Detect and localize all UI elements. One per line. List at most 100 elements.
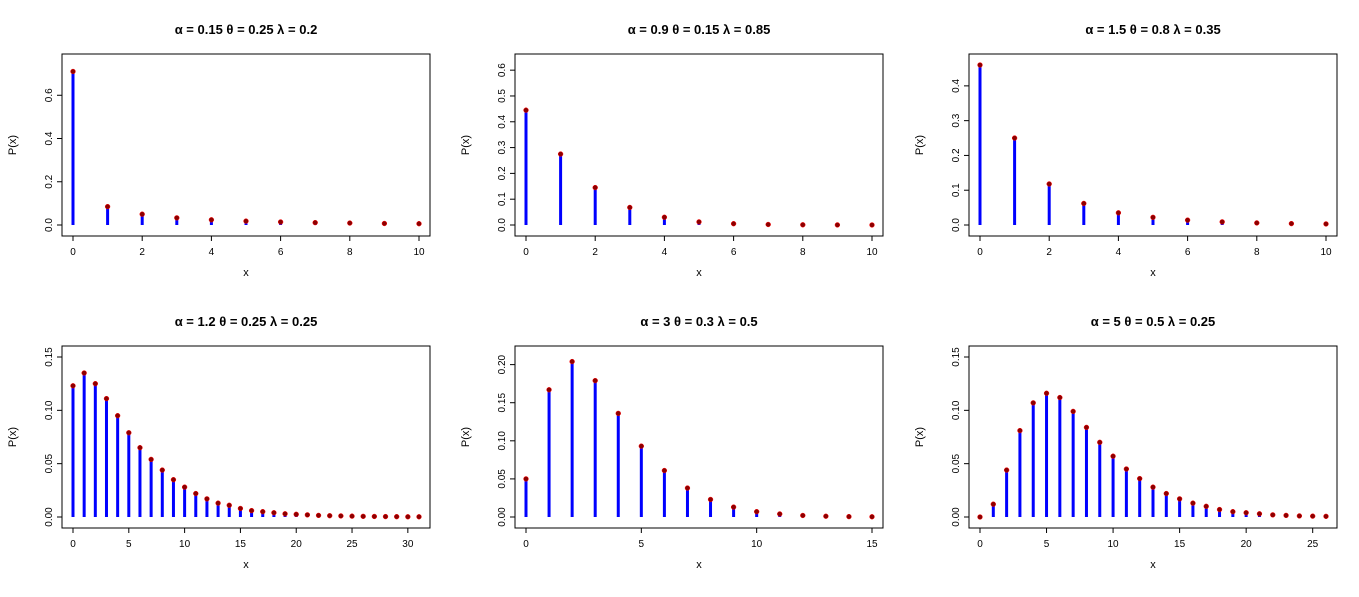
probability-point [148, 456, 154, 463]
y-axis-label: P(x) [7, 427, 19, 447]
x-tick-label: 0 [977, 247, 983, 258]
x-tick-label: 10 [413, 247, 425, 258]
x-tick-label: 8 [1254, 247, 1260, 258]
chart-title: α = 1.5 θ = 0.8 λ = 0.35 [1085, 22, 1220, 37]
probability-point [1046, 181, 1052, 187]
probability-point [638, 443, 644, 449]
x-tick-label: 8 [347, 247, 353, 258]
x-tick-label: 15 [235, 539, 247, 550]
chart-title: α = 3 θ = 0.3 λ = 0.5 [640, 314, 757, 329]
chart-panel-2: α = 0.9 θ = 0.15 λ = 0.85 0 2 4 6 8 10 0.0 0.1 0.… [460, 22, 884, 279]
probability-point [271, 510, 277, 516]
probability-point [174, 215, 180, 221]
probability-point [800, 222, 806, 228]
x-tick-label: 6 [731, 247, 737, 258]
x-tick-label: 25 [346, 539, 358, 550]
probability-point [282, 511, 288, 517]
probability-point [869, 222, 875, 228]
y-tick-label: 0.5 [497, 89, 508, 103]
probability-point [70, 68, 76, 75]
probability-point [1030, 400, 1036, 406]
probability-point [81, 370, 87, 376]
x-tick-label: 5 [639, 539, 645, 550]
probability-point [1070, 408, 1076, 415]
probability-point [1270, 512, 1276, 518]
probability-point [1243, 510, 1249, 516]
probability-point [304, 512, 311, 518]
probability-point [170, 477, 177, 483]
x-tick-label: 0 [977, 539, 983, 550]
probability-point [416, 514, 422, 520]
y-tick-label: 0.0 [951, 218, 962, 232]
chart-title: α = 0.9 θ = 0.15 λ = 0.85 [628, 22, 771, 37]
y-tick-label: 0.4 [44, 131, 55, 145]
probability-point [277, 219, 284, 225]
x-tick-label: 5 [126, 539, 132, 550]
probability-point [1137, 475, 1143, 482]
plot-frame [514, 345, 884, 529]
probability-point [730, 221, 737, 227]
probability-point [777, 511, 783, 517]
probability-point [1043, 390, 1050, 396]
x-tick-label: 0 [70, 539, 76, 550]
probability-point [1176, 496, 1183, 502]
y-tick-label: 0.10 [497, 431, 508, 451]
y-tick-label: 0.15 [44, 347, 55, 367]
x-tick-label: 0 [523, 247, 529, 258]
x-tick-label: 10 [751, 539, 763, 550]
probability-point [592, 184, 598, 191]
x-tick-label: 2 [139, 247, 145, 258]
x-tick-label: 8 [800, 247, 806, 258]
probability-point [1150, 214, 1156, 220]
probability-point [1323, 221, 1329, 227]
y-tick-label: 0.6 [497, 63, 508, 77]
y-tick-label: 0.1 [951, 183, 962, 197]
y-tick-label: 0.3 [951, 113, 962, 127]
probability-point [347, 220, 353, 226]
probability-point [1256, 511, 1263, 517]
y-tick-label: 0.05 [951, 453, 962, 473]
probability-point [226, 502, 232, 508]
x-tick-label: 10 [1108, 539, 1120, 550]
probability-point [405, 514, 411, 520]
probability-point [181, 484, 188, 490]
probability-point [416, 221, 422, 227]
y-tick-label: 0.10 [951, 400, 962, 420]
probability-point [1003, 467, 1010, 473]
chart-panel-3: α = 1.5 θ = 0.8 λ = 0.35 0 2 4 6 8 10 0.0 0.1 0.2… [914, 22, 1338, 279]
probability-point [104, 203, 111, 210]
probability-point [70, 383, 76, 389]
x-tick-label: 15 [866, 539, 878, 550]
x-tick-label: 0 [523, 539, 529, 550]
y-tick-label: 0.6 [44, 88, 55, 102]
probability-point [237, 505, 244, 512]
y-tick-label: 0.20 [497, 354, 508, 374]
probability-point [557, 151, 564, 157]
chart-panel-5: α = 3 θ = 0.3 λ = 0.5 0 5 10 15 0.00 0.05 0.10 0… [460, 314, 884, 571]
probability-point [1203, 503, 1209, 509]
probability-point [248, 507, 255, 514]
probability-point [360, 513, 366, 520]
plot-frame [968, 345, 1338, 529]
plot-frame [61, 53, 431, 237]
y-tick-label: 0.2 [44, 174, 55, 188]
probability-point [260, 509, 266, 515]
chart-title: α = 5 θ = 0.5 λ = 0.25 [1091, 314, 1216, 329]
probability-point [696, 219, 702, 225]
x-axis-label: x [243, 267, 249, 279]
probability-point [977, 514, 983, 520]
y-tick-label: 0.10 [44, 400, 55, 420]
probability-point [1323, 513, 1329, 520]
y-axis-label: P(x) [460, 135, 472, 155]
y-tick-label: 0.00 [44, 507, 55, 527]
chart-title: α = 1.2 θ = 0.25 λ = 0.25 [175, 314, 318, 329]
y-tick-label: 0.05 [497, 469, 508, 489]
y-tick-label: 0.2 [951, 148, 962, 162]
probability-point [315, 512, 322, 519]
chart-panel-4: α = 1.2 θ = 0.25 λ = 0.25 0 5 10 15 20 25 30 0.0… [7, 314, 431, 571]
probability-point [215, 500, 221, 506]
x-tick-label: 4 [1116, 247, 1122, 258]
x-axis-label: x [1150, 267, 1156, 279]
probability-point [569, 358, 575, 365]
x-tick-label: 4 [662, 247, 668, 258]
